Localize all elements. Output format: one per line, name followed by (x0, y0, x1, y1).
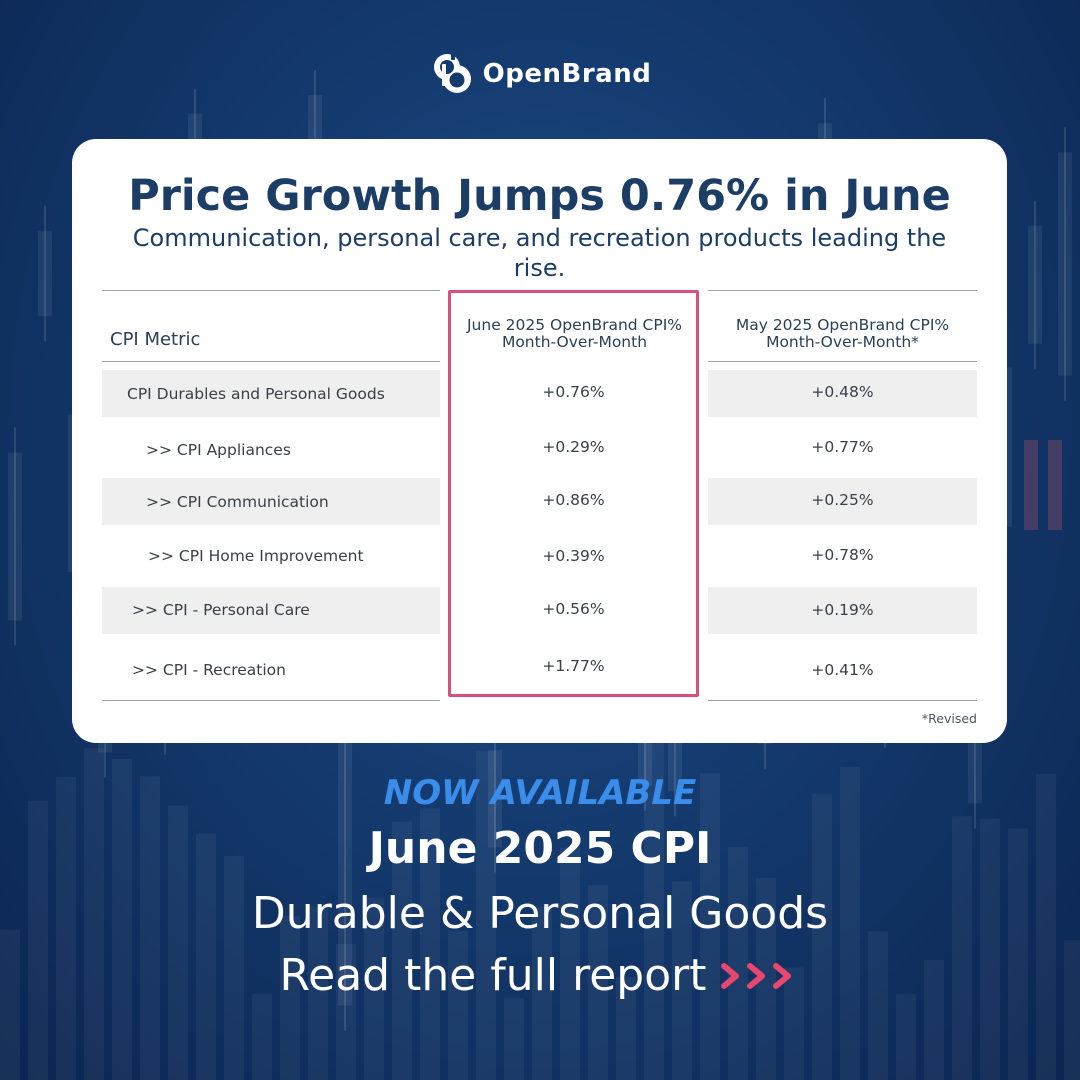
now-available-tag: NOW AVAILABLE (383, 773, 697, 813)
decorative-volume-bar (28, 800, 48, 1080)
decorative-volume-bar (252, 993, 272, 1080)
table-cell-june: +0.29% (542, 438, 605, 456)
decorative-volume-bar (0, 929, 20, 1080)
decorative-volume-bar (1008, 828, 1028, 1080)
table-cell-june: +1.77% (542, 657, 605, 675)
row-shading (102, 478, 440, 525)
decorative-volume-bar (336, 944, 356, 1080)
row-shading (102, 587, 440, 634)
table-bottom-rule (102, 700, 440, 701)
row-shading (708, 370, 977, 417)
column-header-may-line: May 2025 OpenBrand CPI% (735, 316, 950, 334)
row-shading (102, 370, 440, 417)
decorative-volume-bar (868, 931, 888, 1080)
table-cell-may: +0.25% (811, 491, 874, 509)
decorative-volume-bar (280, 915, 300, 1080)
brand-name: OpenBrand (482, 59, 652, 89)
table-bottom-rule (708, 700, 977, 701)
decorative-volume-bar (196, 833, 216, 1080)
decorative-volume-bar (924, 959, 944, 1080)
headline: Price Growth Jumps 0.76% in June (128, 171, 951, 221)
decorative-volume-bar (672, 881, 692, 1080)
table-row-label: >> CPI Home Improvement (148, 547, 364, 565)
ob-logo-icon (433, 54, 471, 93)
subheadline: Communication, personal care, and recrea… (132, 224, 947, 282)
decorative-volume-bar (168, 805, 188, 1080)
decorative-volume-bar (1064, 940, 1080, 1080)
column-header-may-line: Month-Over-Month* (766, 333, 919, 351)
decorative-volume-bar (448, 930, 468, 1080)
table-cell-may: +0.48% (811, 383, 874, 401)
decorative-candle (8, 427, 22, 646)
cta-title: June 2025 CPI (368, 823, 712, 874)
decorative-candle (38, 205, 52, 342)
read-report-label: Read the full report (279, 950, 707, 1001)
table-cell-may: +0.77% (811, 438, 874, 456)
decorative-volume-bar (560, 847, 580, 1080)
row-shading (708, 587, 977, 634)
decorative-volume-bar (224, 855, 244, 1080)
column-header-june-line: Month-Over-Month (501, 333, 648, 351)
decorative-volume-bar (812, 793, 832, 1080)
revised-footnote: *Revised (921, 711, 977, 726)
decorative-volume-bar (56, 776, 76, 1080)
decorative-volume-bar (420, 808, 440, 1080)
cta-subtitle: Durable & Personal Goods (251, 888, 829, 939)
table-cell-may: +0.78% (811, 546, 874, 564)
decorative-volume-bar (308, 907, 328, 1080)
table-cell-may: +0.19% (811, 601, 874, 619)
decorative-red-candle (1024, 440, 1038, 530)
decorative-volume-bar (896, 993, 916, 1080)
brand-header: OpenBrand (0, 50, 1080, 98)
column-header-june: June 2025 OpenBrand CPI% Month-Over-Mont… (448, 317, 701, 351)
table-cell-june: +0.76% (542, 383, 605, 401)
table-cell-june: +0.86% (542, 491, 605, 509)
decorative-candle (488, 724, 502, 873)
decorative-volume-bar (112, 759, 132, 1080)
table-row-label: >> CPI - Personal Care (132, 601, 310, 619)
decorative-volume-bar (840, 766, 860, 1080)
table-row-label: >> CPI Appliances (146, 441, 291, 459)
decorative-volume-bar (588, 885, 608, 1080)
june-column-highlight (448, 290, 699, 697)
decorative-volume-bar (728, 847, 748, 1080)
column-header-june-line: June 2025 OpenBrand CPI% (466, 316, 683, 334)
table-row-label: >> CPI - Recreation (132, 661, 286, 679)
decorative-volume-bar (476, 751, 496, 1080)
table-top-rule (708, 290, 977, 291)
table-cell-june: +0.39% (542, 547, 605, 565)
row-shading (708, 478, 977, 525)
decorative-candle (1058, 127, 1072, 401)
header-bottom-rule (102, 361, 440, 362)
table-cell-may: +0.41% (811, 661, 874, 679)
read-report-link[interactable]: Read the full report (0, 948, 1080, 1004)
decorative-volume-bar (644, 742, 664, 1080)
decorative-volume-bar (700, 773, 720, 1080)
cpi-card: Price Growth Jumps 0.76% in June Communi… (72, 139, 1007, 743)
decorative-volume-bar (616, 976, 636, 1080)
decorative-volume-bar (952, 816, 972, 1080)
decorative-volume-bar (84, 748, 104, 1080)
decorative-volume-bar (364, 897, 384, 1080)
chevrons-right-icon (721, 963, 792, 989)
column-header-metric: CPI Metric (110, 329, 201, 350)
header-bottom-rule (708, 361, 977, 362)
table-top-rule (102, 290, 440, 291)
column-header-may: May 2025 OpenBrand CPI% Month-Over-Month… (716, 317, 969, 351)
decorative-volume-bar (756, 878, 776, 1080)
table-row-label: CPI Durables and Personal Goods (127, 385, 385, 403)
decorative-volume-bar (980, 818, 1000, 1080)
decorative-volume-bar (140, 776, 160, 1080)
decorative-volume-bar (784, 967, 804, 1080)
decorative-volume-bar (1036, 773, 1056, 1080)
decorative-volume-bar (532, 906, 552, 1080)
decorative-volume-bar (504, 998, 524, 1080)
decorative-candle (338, 713, 352, 1031)
decorative-volume-bar (392, 821, 412, 1080)
decorative-red-candle (1048, 440, 1062, 530)
table-cell-june: +0.56% (542, 600, 605, 618)
decorative-candle (1028, 200, 1042, 369)
table-row-label: >> CPI Communication (146, 493, 329, 511)
